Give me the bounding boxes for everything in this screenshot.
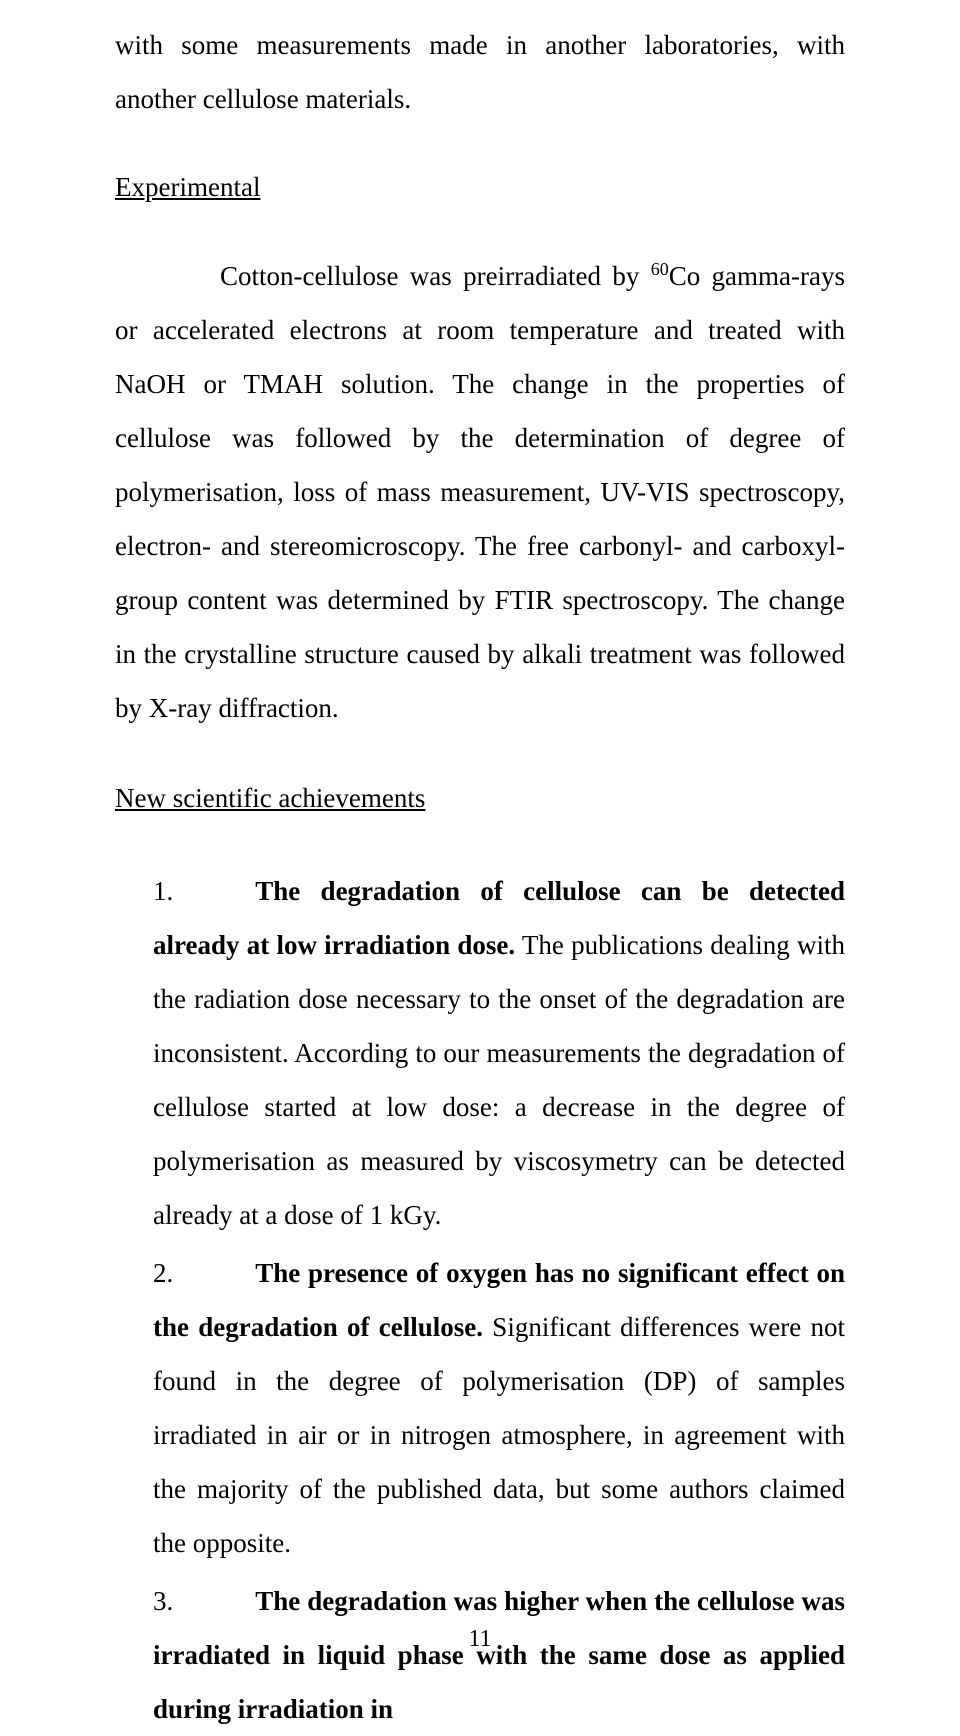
list-item: 3.The degradation was higher when the ce… xyxy=(115,1574,845,1736)
page-number: 11 xyxy=(0,1626,960,1653)
list-number: 1. xyxy=(153,864,173,918)
continuation-paragraph: with some measurements made in another l… xyxy=(115,18,845,126)
list-item: 2.The presence of oxygen has no signific… xyxy=(115,1246,845,1570)
page: with some measurements made in another l… xyxy=(0,0,960,1675)
achievements-list: 1.The degradation of cellulose can be de… xyxy=(115,864,845,1736)
experimental-text-pre: Cotton-cellulose was preirradiated by xyxy=(220,261,651,291)
experimental-paragraph: Cotton-cellulose was preirradiated by 60… xyxy=(115,249,845,735)
list-number: 3. xyxy=(153,1574,173,1628)
list-rest: Significant differences were not found i… xyxy=(153,1312,845,1558)
heading-new-achievements: New scientific achievements xyxy=(115,783,845,814)
experimental-text-post: Co gamma-rays or accelerated electrons a… xyxy=(115,261,845,723)
list-item: 1.The degradation of cellulose can be de… xyxy=(115,864,845,1242)
superscript-60: 60 xyxy=(651,259,669,279)
heading-experimental: Experimental xyxy=(115,172,845,203)
list-number: 2. xyxy=(153,1246,173,1300)
list-rest: The publications dealing with the radiat… xyxy=(153,930,845,1230)
list-bold: The degradation was higher when the cell… xyxy=(153,1586,845,1724)
